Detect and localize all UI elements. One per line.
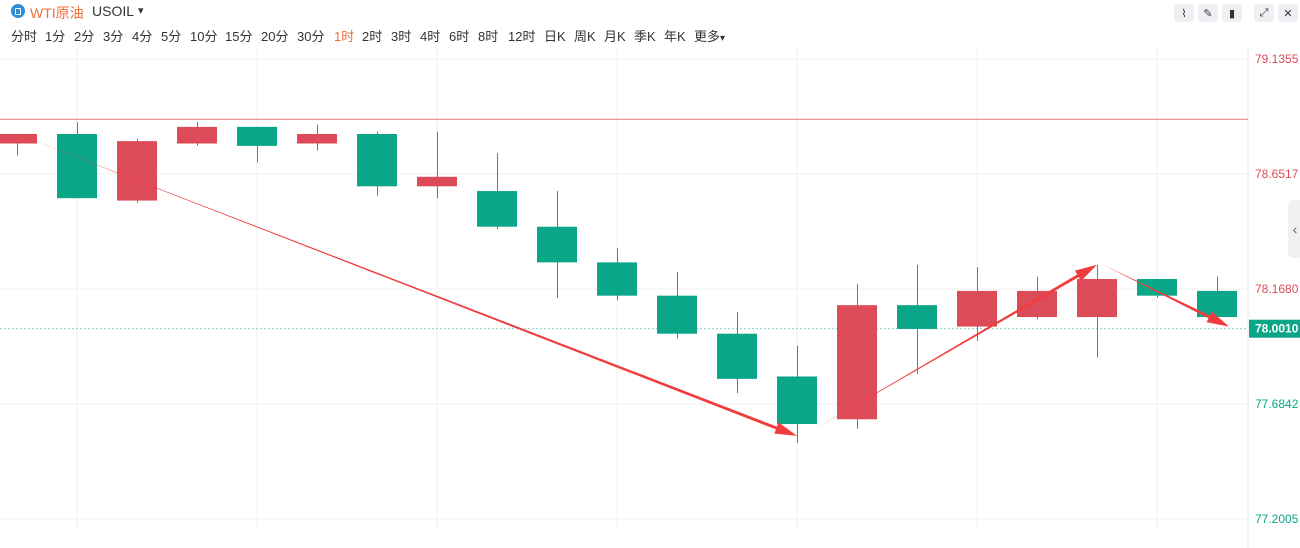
period-tab-20[interactable]: 季K — [634, 29, 656, 44]
period-tab-14[interactable]: 6时 — [449, 29, 470, 44]
candle-body — [837, 305, 877, 420]
candle-body — [117, 141, 157, 201]
price-tick-label: 79.1355 — [1255, 52, 1299, 66]
trend-arrow — [1103, 264, 1229, 327]
price-tick-label: 77.6842 — [1255, 397, 1299, 411]
chart-header: WTI原油 USOIL ▾ ⌇ ✎ ▮ ⤢ ✕ — [0, 0, 1300, 22]
chevron-left-icon: ‹ — [1292, 221, 1298, 237]
candle-body — [0, 134, 37, 144]
candle-body — [537, 226, 577, 263]
price-tick-label: 78.6517 — [1255, 167, 1299, 181]
price-tick-label: 77.2005 — [1255, 512, 1299, 526]
candle-body — [657, 295, 697, 334]
period-tab-4[interactable]: 4分 — [132, 29, 153, 44]
candle-body — [297, 134, 337, 144]
period-tab-0[interactable]: 分时 — [11, 29, 38, 44]
current-price-label: 78.0010 — [1255, 322, 1299, 336]
period-tab-19[interactable]: 月K — [604, 29, 626, 44]
candle-body — [597, 262, 637, 296]
period-tab-12[interactable]: 3时 — [391, 29, 412, 44]
line-tool-icon[interactable]: ⌇ — [1174, 4, 1194, 22]
current-price-tag — [1249, 319, 1300, 338]
candle-body — [717, 333, 757, 379]
period-tab-22[interactable]: 更多▾ — [694, 29, 726, 44]
candle-body — [417, 176, 457, 187]
candle-body — [357, 134, 397, 187]
period-tab-5[interactable]: 5分 — [161, 29, 182, 44]
trend-arrow — [17, 134, 797, 436]
period-tab-1[interactable]: 1分 — [45, 29, 66, 44]
period-tab-13[interactable]: 4时 — [420, 29, 441, 44]
candle-body — [777, 376, 817, 425]
period-tab-2[interactable]: 2分 — [74, 29, 95, 44]
period-tab-10[interactable]: 1时 — [334, 29, 355, 44]
close-icon[interactable]: ✕ — [1278, 4, 1298, 22]
trend-arrow — [815, 264, 1097, 429]
candle-type-icon[interactable]: ▮ — [1222, 4, 1242, 22]
symbol-name[interactable]: WTI原油 — [30, 5, 84, 21]
symbol-code[interactable]: USOIL — [92, 3, 135, 19]
price-tick-label: 78.1680 — [1255, 282, 1299, 296]
symbol-logo-icon — [11, 4, 25, 18]
period-tab-16[interactable]: 12时 — [508, 29, 536, 44]
candle-body — [957, 290, 997, 327]
candle-body — [57, 134, 97, 199]
period-tab-21[interactable]: 年K — [664, 29, 686, 44]
period-tab-3[interactable]: 3分 — [103, 29, 124, 44]
period-tab-17[interactable]: 日K — [544, 29, 566, 44]
candle-body — [1017, 290, 1057, 318]
candle-body — [477, 191, 517, 227]
candle-body — [1077, 279, 1117, 318]
period-tab-8[interactable]: 20分 — [261, 29, 289, 44]
draw-tool-icon[interactable]: ✎ — [1198, 4, 1218, 22]
period-tab-6[interactable]: 10分 — [190, 29, 218, 44]
candle-body — [237, 126, 277, 146]
candle-body — [1137, 279, 1177, 296]
period-tab-9[interactable]: 30分 — [297, 29, 325, 44]
side-panel-toggle[interactable]: ‹ — [1288, 200, 1300, 258]
chevron-down-icon[interactable]: ▾ — [138, 5, 144, 17]
period-tab-11[interactable]: 2时 — [362, 29, 383, 44]
period-tab-18[interactable]: 周K — [574, 29, 596, 44]
candle-body — [177, 126, 217, 144]
candlestick-chart[interactable]: 79.1355 78.6517 78.1680 77.6842 77.2005 78.00… — [0, 48, 1300, 548]
chevron-down-icon: ▾ — [720, 33, 726, 44]
fullscreen-icon[interactable]: ⤢ — [1254, 4, 1274, 22]
period-tab-7[interactable]: 15分 — [225, 29, 253, 44]
period-tab-15[interactable]: 8时 — [478, 29, 499, 44]
candle-body — [897, 305, 937, 329]
